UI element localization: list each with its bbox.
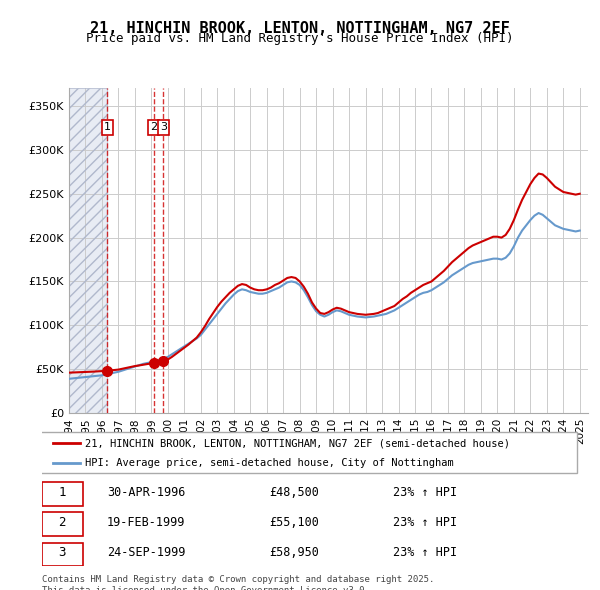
Text: 30-APR-1996: 30-APR-1996	[107, 486, 185, 499]
Text: 3: 3	[160, 123, 167, 132]
Text: Contains HM Land Registry data © Crown copyright and database right 2025.
This d: Contains HM Land Registry data © Crown c…	[42, 575, 434, 590]
Text: £48,500: £48,500	[269, 486, 319, 499]
Text: 1: 1	[104, 123, 111, 132]
FancyBboxPatch shape	[42, 483, 83, 506]
Text: 3: 3	[58, 546, 66, 559]
Text: HPI: Average price, semi-detached house, City of Nottingham: HPI: Average price, semi-detached house,…	[85, 458, 454, 467]
Text: 19-FEB-1999: 19-FEB-1999	[107, 516, 185, 529]
Text: 21, HINCHIN BROOK, LENTON, NOTTINGHAM, NG7 2EF (semi-detached house): 21, HINCHIN BROOK, LENTON, NOTTINGHAM, N…	[85, 438, 510, 448]
Text: 23% ↑ HPI: 23% ↑ HPI	[393, 486, 457, 499]
Text: £55,100: £55,100	[269, 516, 319, 529]
Bar	[69, 88, 107, 413]
Text: 23% ↑ HPI: 23% ↑ HPI	[393, 546, 457, 559]
Bar	[69, 88, 107, 413]
Text: 24-SEP-1999: 24-SEP-1999	[107, 546, 185, 559]
Text: 21, HINCHIN BROOK, LENTON, NOTTINGHAM, NG7 2EF: 21, HINCHIN BROOK, LENTON, NOTTINGHAM, N…	[90, 21, 510, 35]
FancyBboxPatch shape	[42, 512, 83, 536]
Text: 23% ↑ HPI: 23% ↑ HPI	[393, 516, 457, 529]
FancyBboxPatch shape	[42, 543, 83, 566]
Text: 2: 2	[58, 516, 66, 529]
Text: 1: 1	[58, 486, 66, 499]
Text: £58,950: £58,950	[269, 546, 319, 559]
Text: Price paid vs. HM Land Registry's House Price Index (HPI): Price paid vs. HM Land Registry's House …	[86, 32, 514, 45]
Text: 2: 2	[150, 123, 157, 132]
FancyBboxPatch shape	[37, 432, 577, 473]
